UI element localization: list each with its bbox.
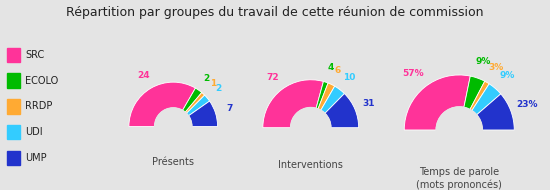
Circle shape xyxy=(436,107,482,153)
Text: 9%: 9% xyxy=(476,57,491,66)
Text: Présents: Présents xyxy=(152,157,194,167)
Text: RRDP: RRDP xyxy=(25,101,53,111)
Text: 6: 6 xyxy=(335,66,341,75)
Wedge shape xyxy=(472,84,500,115)
Text: 2: 2 xyxy=(215,84,221,93)
Bar xyxy=(8,74,20,88)
Wedge shape xyxy=(185,93,205,113)
Bar xyxy=(8,125,20,139)
Text: 72: 72 xyxy=(266,73,279,82)
Text: 4: 4 xyxy=(327,63,334,72)
Wedge shape xyxy=(186,95,210,116)
Wedge shape xyxy=(316,82,328,109)
Text: 7: 7 xyxy=(226,105,232,113)
Wedge shape xyxy=(321,86,344,113)
Text: ECOLO: ECOLO xyxy=(25,76,58,86)
Text: 2: 2 xyxy=(204,74,210,83)
Wedge shape xyxy=(263,80,323,128)
Text: Interventions: Interventions xyxy=(278,160,343,170)
Circle shape xyxy=(155,108,192,145)
Text: 57%: 57% xyxy=(403,69,424,78)
Text: Temps de parole
(mots prononcés): Temps de parole (mots prononcés) xyxy=(416,167,502,190)
Bar xyxy=(8,99,20,113)
Bar xyxy=(8,151,20,165)
Bar xyxy=(8,48,20,62)
Wedge shape xyxy=(318,83,335,110)
Wedge shape xyxy=(404,75,470,130)
Text: 1: 1 xyxy=(210,79,216,88)
Text: 10: 10 xyxy=(343,73,355,82)
Text: Répartition par groupes du travail de cette réunion de commission: Répartition par groupes du travail de ce… xyxy=(66,6,484,19)
Text: 3%: 3% xyxy=(488,63,503,72)
Circle shape xyxy=(290,108,331,148)
Wedge shape xyxy=(470,81,489,111)
Wedge shape xyxy=(183,88,202,112)
Text: UMP: UMP xyxy=(25,153,47,163)
Wedge shape xyxy=(477,94,514,130)
Text: 24: 24 xyxy=(138,71,150,80)
Text: 31: 31 xyxy=(363,99,375,108)
Wedge shape xyxy=(189,101,218,127)
Text: 9%: 9% xyxy=(499,71,515,80)
Text: UDI: UDI xyxy=(25,127,43,137)
Text: SRC: SRC xyxy=(25,50,45,60)
Wedge shape xyxy=(325,94,359,128)
Text: 23%: 23% xyxy=(516,100,538,109)
Wedge shape xyxy=(129,82,195,127)
Wedge shape xyxy=(464,76,485,109)
